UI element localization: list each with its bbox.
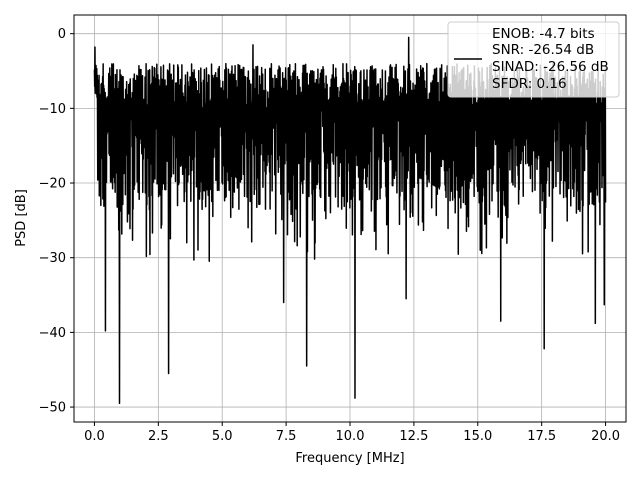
legend-entry-snr: SNR: -26.54 dB: [492, 42, 594, 58]
legend: ENOB: -4.7 bits SNR: -26.54 dB SINAD: -2…: [447, 21, 620, 98]
y-tick-label: −20: [39, 177, 66, 192]
y-tick-label: 0: [58, 27, 66, 42]
legend-entry-sinad: SINAD: -26.56 dB: [492, 59, 609, 75]
y-tick-label: −40: [39, 326, 66, 341]
x-axis-ticks: 0.0 2.5 5.0 7.5 10.0 12.5 15.0 17.5 20.0: [84, 422, 620, 444]
y-tick-label: −10: [39, 102, 66, 117]
x-tick-label: 15.0: [463, 429, 492, 444]
x-tick-label: 7.5: [276, 429, 297, 444]
plot-area: [93, 36, 607, 405]
y-axis-label: PSD [dB]: [14, 189, 29, 247]
series-line: [93, 36, 607, 405]
x-axis-label: Frequency [MHz]: [295, 451, 404, 466]
y-axis-ticks: 0 −10 −20 −30 −40 −50: [39, 27, 74, 416]
x-tick-label: 10.0: [336, 429, 365, 444]
legend-entry-sfdr: SFDR: 0.16: [492, 76, 567, 92]
x-tick-label: 5.0: [212, 429, 233, 444]
x-tick-label: 12.5: [399, 429, 428, 444]
x-tick-label: 17.5: [527, 429, 556, 444]
legend-box: [447, 21, 620, 98]
x-tick-label: 0.0: [84, 429, 105, 444]
x-tick-label: 2.5: [148, 429, 169, 444]
legend-entry-enob: ENOB: -4.7 bits: [492, 26, 595, 42]
y-tick-label: −50: [39, 401, 66, 416]
y-tick-label: −30: [39, 251, 66, 266]
x-tick-label: 20.0: [591, 429, 620, 444]
